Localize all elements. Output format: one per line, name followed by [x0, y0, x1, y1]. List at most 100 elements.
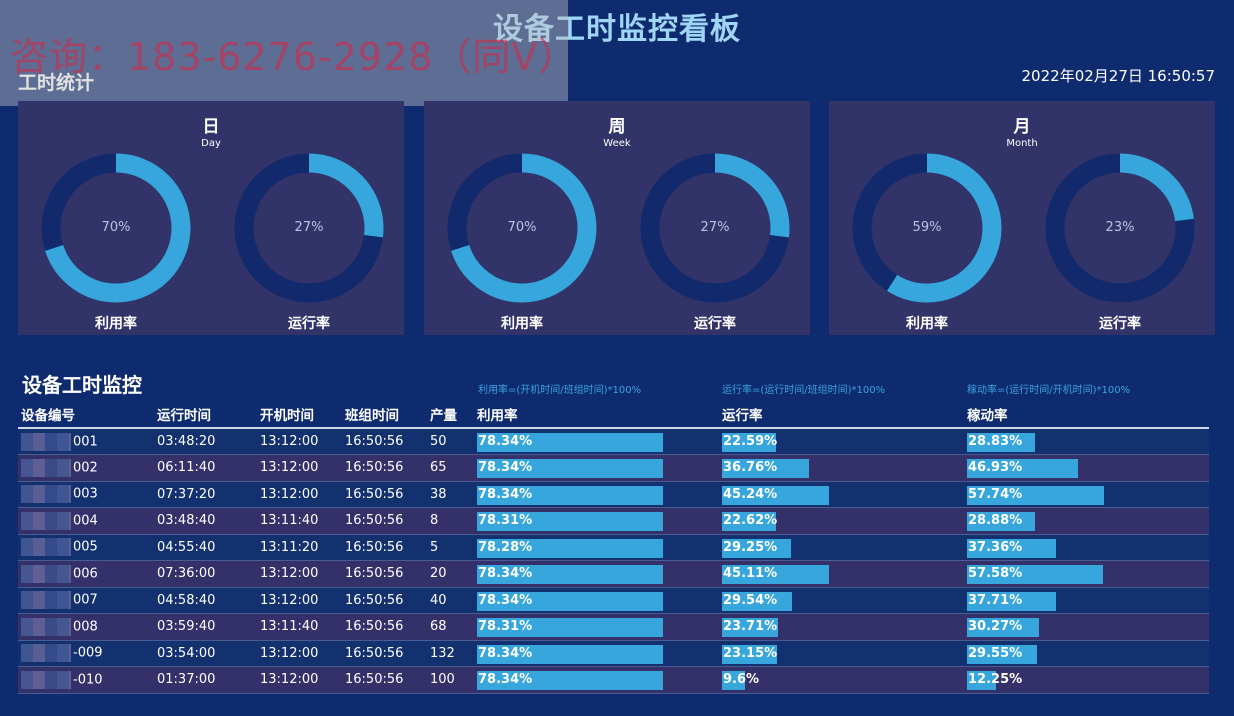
formula-move: 稼动率=(运行时间/开机时间)*100%	[967, 385, 1131, 396]
redacted-block	[21, 617, 71, 636]
cell-shift-time: 16:50:56	[342, 640, 427, 667]
progress-value: 45.11%	[723, 566, 778, 582]
equipment-id-suffix: 006	[73, 566, 98, 582]
cell-move: 28.88%	[964, 507, 1209, 535]
progress-bar	[477, 459, 663, 478]
progress-bar	[722, 618, 779, 637]
donut-percent: 70%	[101, 220, 131, 235]
redacted-block	[21, 485, 71, 504]
progress-value: 78.31%	[478, 619, 533, 635]
progress-value: 22.62%	[723, 513, 778, 529]
cell-on-time: 13:11:20	[257, 534, 342, 561]
col-header-run[interactable]: 运行率	[719, 401, 964, 429]
cell-run: 22.59%	[719, 428, 964, 455]
run-rate-donut	[234, 153, 384, 303]
table-row[interactable]: 007 04:58:40 13:12:00 16:50:56 40 78.34% 29.54…	[18, 587, 1209, 614]
progress-bar	[967, 618, 1039, 637]
progress-value: 28.88%	[968, 513, 1023, 529]
progress-bar	[722, 565, 829, 584]
cell-shift-time: 16:50:56	[342, 507, 427, 535]
cell-run-time: 04:55:40	[154, 534, 257, 561]
donut-label: 运行率	[694, 316, 736, 332]
cell-run: 29.54%	[719, 587, 964, 614]
redacted-block	[21, 511, 71, 530]
redacted-block	[21, 458, 71, 477]
cell-output: 132	[427, 640, 474, 667]
table-row[interactable]: 008 03:59:40 13:11:40 16:50:56 68 78.31% 23.71…	[18, 613, 1209, 641]
table-row[interactable]: 004 03:48:40 13:11:40 16:50:56 8 78.31% 22.62%…	[18, 507, 1209, 535]
progress-value: 22.59%	[723, 434, 778, 449]
progress-bar	[722, 485, 830, 505]
cell-shift-time: 16:50:56	[342, 534, 427, 561]
table-row[interactable]: 006 07:36:00 13:12:00 16:50:56 20 78.34% 45.11…	[18, 560, 1209, 588]
table-row[interactable]: 003 07:37:20 13:12:00 16:50:56 38 78.34% 45.24…	[18, 481, 1209, 508]
donut-arc	[447, 153, 597, 303]
cell-shift-time: 16:50:56	[342, 666, 427, 694]
cell-util: 78.34%	[474, 640, 719, 667]
cell-equipment-id: 008	[18, 613, 154, 641]
progress-value: 29.54%	[723, 592, 778, 608]
col-header-run-time[interactable]: 运行时间	[154, 401, 257, 429]
cell-move: 29.55%	[964, 640, 1209, 667]
donut-percent: 70%	[507, 220, 537, 235]
equipment-id-suffix: 007	[73, 592, 98, 608]
donut-arc	[41, 153, 191, 303]
section-title-work-stats: 工时统计	[18, 72, 95, 94]
table-row[interactable]: 001 03:48:20 13:12:00 16:50:56 50 78.34% 22.59…	[18, 428, 1209, 455]
cell-shift-time: 16:50:56	[342, 454, 427, 482]
progress-value: 78.31%	[478, 513, 533, 529]
utilization-donut	[41, 153, 191, 303]
col-header-id[interactable]: 设备编号	[18, 401, 154, 429]
cell-run: 22.62%	[719, 507, 964, 535]
cell-shift-time: 16:50:56	[342, 587, 427, 614]
progress-value: 78.34%	[478, 434, 533, 449]
cell-equipment-id: 004	[18, 507, 154, 535]
progress-bar	[477, 591, 663, 611]
utilization-donut	[447, 153, 597, 303]
progress-value: 78.34%	[478, 486, 533, 502]
donut-arc	[640, 153, 790, 303]
cell-util: 78.34%	[474, 560, 719, 588]
cell-output: 38	[427, 481, 474, 508]
donut-percent: 23%	[1105, 220, 1135, 235]
table-row[interactable]: -010 01:37:00 13:12:00 16:50:56 100 78.34% 9.6…	[18, 666, 1209, 694]
cell-output: 20	[427, 560, 474, 588]
watermark: 咨询：183-6276-2928（同V）	[0, 0, 576, 106]
progress-bar	[967, 485, 1104, 505]
table-row[interactable]: -009 03:54:00 13:12:00 16:50:56 132 78.34% 23.…	[18, 640, 1209, 667]
formula-util: 利用率=(开机时间/班组时间)*100%	[478, 385, 642, 396]
cell-run: 45.11%	[719, 560, 964, 588]
progress-bar	[722, 512, 776, 531]
col-header-output[interactable]: 产量	[427, 401, 474, 429]
cell-output: 100	[427, 666, 474, 694]
progress-bar	[477, 671, 663, 690]
col-header-util[interactable]: 利用率	[474, 401, 719, 429]
panel-title: 周	[608, 117, 626, 137]
equipment-id-suffix: 008	[73, 619, 98, 635]
progress-bar	[967, 671, 997, 690]
progress-value: 29.25%	[723, 539, 778, 555]
progress-value: 12.25%	[968, 672, 1023, 688]
donut-percent: 27%	[294, 220, 324, 235]
progress-value: 29.55%	[968, 645, 1023, 661]
progress-bar	[722, 671, 745, 690]
cell-run-time: 03:48:20	[154, 428, 257, 455]
col-header-move[interactable]: 稼动率	[964, 401, 1209, 429]
table-row[interactable]: 002 06:11:40 13:12:00 16:50:56 65 78.34% 36.76…	[18, 454, 1209, 482]
redacted-block	[21, 538, 71, 557]
cell-util: 78.34%	[474, 587, 719, 614]
equipment-id-suffix: -010	[73, 672, 103, 688]
donut-label: 利用率	[95, 316, 137, 332]
panel-subtitle: Day	[201, 138, 221, 149]
progress-value: 30.27%	[968, 619, 1023, 635]
cell-shift-time: 16:50:56	[342, 481, 427, 508]
progress-value: 37.71%	[968, 592, 1023, 608]
col-header-shift-time[interactable]: 班组时间	[342, 401, 427, 429]
cell-output: 68	[427, 613, 474, 641]
formula-run: 运行率=(运行时间/班组时间)*100%	[722, 385, 886, 396]
table-row[interactable]: 005 04:55:40 13:11:20 16:50:56 5 78.28% 29.25%…	[18, 534, 1209, 561]
cell-move: 57.58%	[964, 560, 1209, 588]
cell-util: 78.34%	[474, 481, 719, 508]
col-header-on-time[interactable]: 开机时间	[257, 401, 342, 429]
cell-equipment-id: -009	[18, 640, 154, 667]
